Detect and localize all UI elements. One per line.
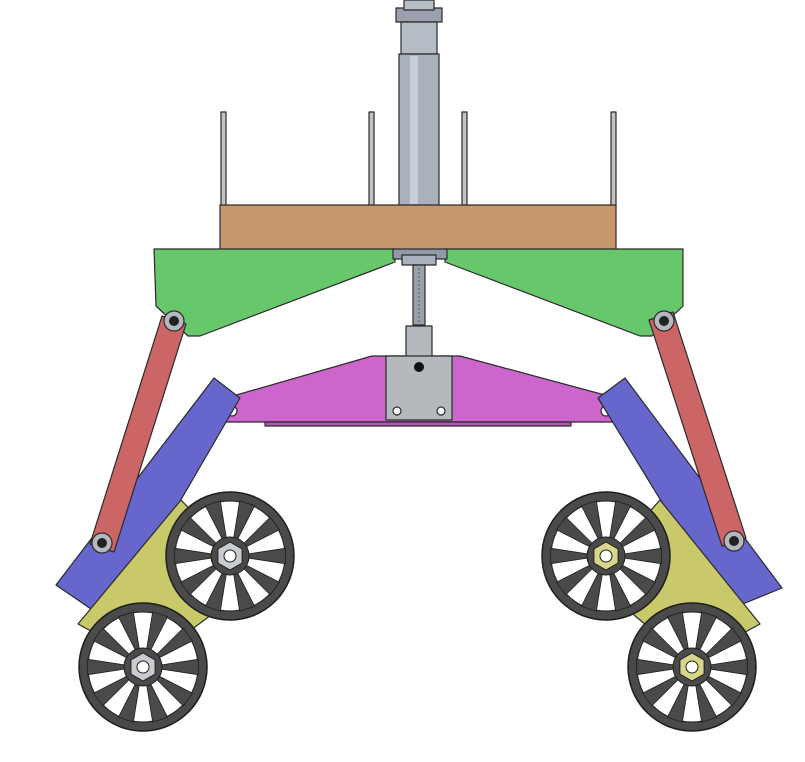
actuator-nut-top <box>403 0 435 11</box>
green-frame-left <box>153 248 396 337</box>
actuator-collar <box>400 21 438 55</box>
actuator-body <box>398 53 440 207</box>
lead-screw <box>401 254 437 326</box>
guide-rod-2 <box>368 111 375 208</box>
guide-rod-3 <box>461 111 468 208</box>
wheel-lower-right <box>627 602 757 732</box>
wheel-upper-left <box>165 491 295 621</box>
link-pin-left-top <box>163 310 185 332</box>
red-links <box>89 310 747 554</box>
green-frame <box>153 248 684 337</box>
screw-coupler <box>401 254 437 266</box>
screw-shaft <box>412 264 426 326</box>
link-pin-right-top <box>653 310 675 332</box>
wheels <box>78 491 757 732</box>
bracket-hole-left <box>392 406 402 416</box>
guide-rod-1 <box>220 111 227 208</box>
center-bracket <box>385 325 453 421</box>
guide-rod-4 <box>610 111 617 208</box>
bracket-pin-top <box>414 362 424 372</box>
bracket-hole-right <box>436 406 446 416</box>
link-pin-left-bottom <box>91 532 113 554</box>
bracket-neck <box>405 325 433 359</box>
guide-rods <box>220 111 617 208</box>
actuator-highlight <box>410 56 418 204</box>
wheel-lower-left <box>78 602 208 732</box>
wheel-upper-right <box>541 491 671 621</box>
green-frame-right <box>444 248 684 337</box>
top-plate <box>219 204 617 251</box>
link-pin-right-bottom <box>723 530 745 552</box>
magenta-beam-bottom-strip <box>264 421 572 427</box>
linear-actuator <box>395 0 443 207</box>
